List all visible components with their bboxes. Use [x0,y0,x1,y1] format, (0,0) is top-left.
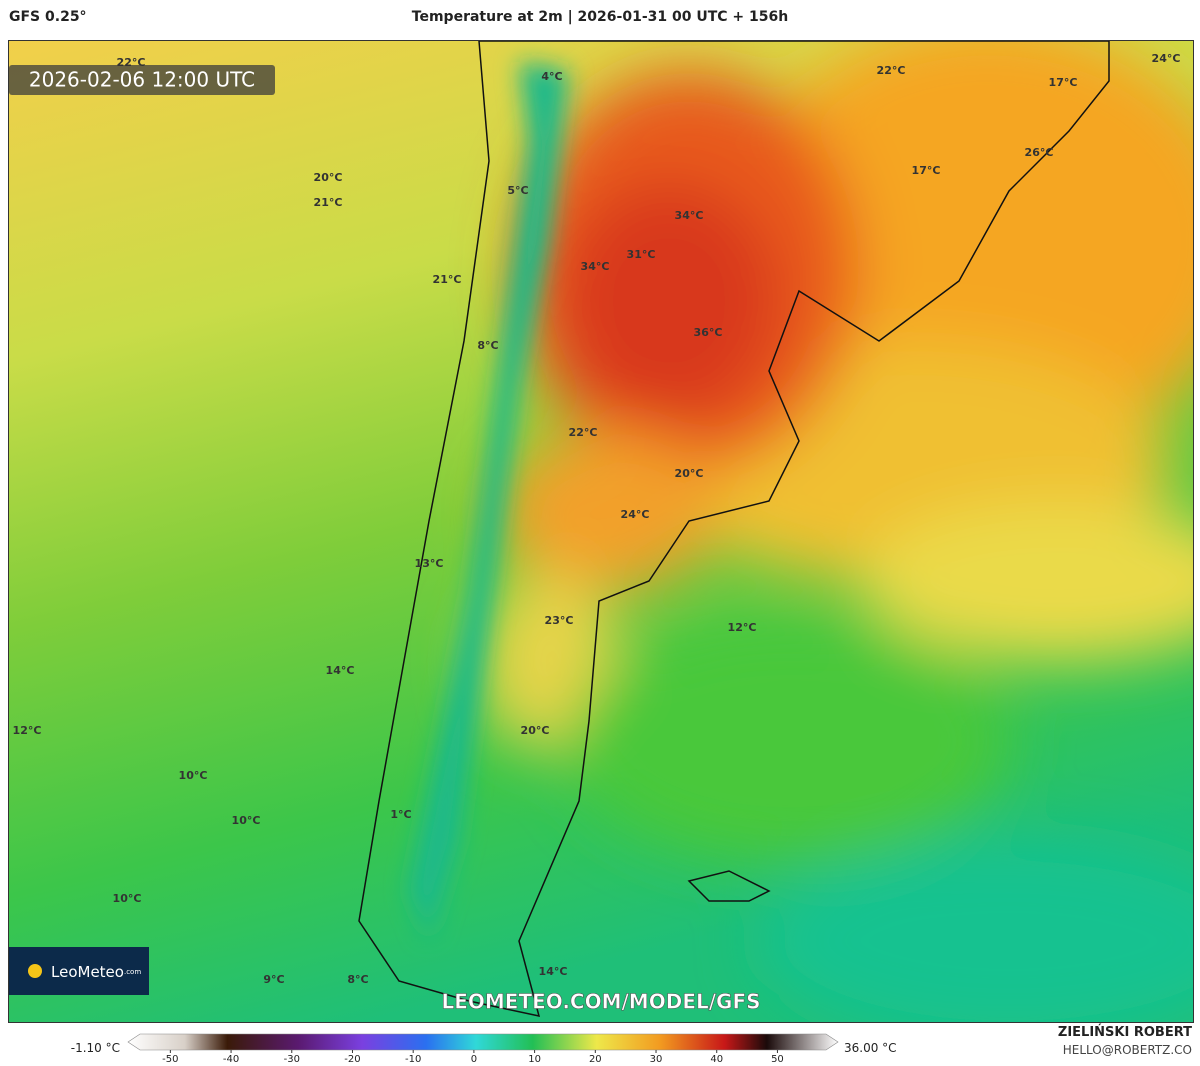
watermark: LEOMETEO.COM/MODEL/GFS [441,990,760,1014]
colorbar-tick-label: -50 [162,1054,178,1065]
temperature-label: 24°C [621,508,650,521]
temperature-label: 31°C [627,248,656,261]
logo-suffix: .com [124,968,141,976]
colorbar-tick-label: 20 [589,1054,602,1065]
time-badge [9,65,275,95]
andes [409,61,569,941]
model-name: GFS 0.25° [9,9,87,25]
colorbar-min: -1.10 °C [71,1041,120,1055]
colorbar: -1.10 °C 36.00 °C -50 -40 -30 -20 -10 0 10 20 30… [71,1024,1192,1065]
email: HELLO@ROBERTZ.CO [1063,1043,1192,1057]
logo-sun [28,964,42,978]
temperature-label: 20°C [314,171,343,184]
temperature-label: 22°C [117,56,146,69]
colorbar-tick-label: -20 [344,1054,360,1065]
colorbar-tick-label: 30 [650,1054,663,1065]
temperature-label: 24°C [1152,52,1181,65]
temperature-label: 20°C [675,467,704,480]
temperature-label: 10°C [179,769,208,782]
temperature-label: 13°C [415,557,444,570]
labels: 22°C 4°C 22°C 17°C 24°C 20°C 21°C 5°C 17°C 26°C 34… [13,52,1181,986]
temperature-field [479,41,1193,1022]
colorbar-tick-label: 50 [771,1054,784,1065]
temperature-label: 4°C [541,70,562,83]
temperature-label: 22°C [877,64,906,77]
coastline [358,41,1110,1017]
temperature-label: 34°C [675,209,704,222]
colorbar-tick-label: 0 [471,1054,477,1065]
colorbar-tick-label: -30 [284,1054,300,1065]
islands [687,870,771,902]
temperature-label: 5°C [507,184,528,197]
temperature-label: 26°C [1025,146,1054,159]
temperature-label: 34°C [581,260,610,273]
title: Temperature at 2m | 2026-01-31 00 UTC + … [411,9,789,25]
colorbar-tick-label: -40 [223,1054,239,1065]
logo-text: LeoMeteo.com [51,963,141,981]
colorbar-gradient [127,1033,839,1051]
temperature-label: 12°C [728,621,757,634]
temperature-label: 17°C [1049,76,1078,89]
temperature-label: 10°C [113,892,142,905]
temperature-label: 10°C [232,814,261,827]
temperature-label: 21°C [433,273,462,286]
temperature-label: 14°C [539,965,568,978]
colorbar-tick-label: -10 [405,1054,421,1065]
temperature-label: 17°C [912,164,941,177]
temperature-label: 22°C [569,426,598,439]
logo: LeoMeteo [51,963,124,981]
temperature-label: 14°C [326,664,355,677]
author: ZIELIŃSKI ROBERT [1058,1024,1192,1040]
map: 2026-02-06 12:00 UTC 22°C 4°C 22°C 17°C 24°C… [8,40,1194,1023]
temperature-label: 1°C [390,808,411,821]
colorbar-ticks: -50 -40 -30 -20 -10 0 10 20 30 40 50 [162,1050,784,1065]
temperature-label: 36°C [694,326,723,339]
valid-time: 2026-02-06 12:00 UTC [29,68,255,92]
temperature-label: 8°C [477,339,498,352]
colorbar-tick-label: 10 [528,1054,541,1065]
colorbar-max: 36.00 °C [844,1041,897,1055]
temperature-label: 8°C [347,973,368,986]
temperature-label: 23°C [545,614,574,627]
temperature-label: 20°C [521,724,550,737]
colorbar-tick-label: 40 [710,1054,723,1065]
temperature-label: 21°C [314,196,343,209]
temperature-label: 12°C [13,724,42,737]
temperature-label: 9°C [263,973,284,986]
